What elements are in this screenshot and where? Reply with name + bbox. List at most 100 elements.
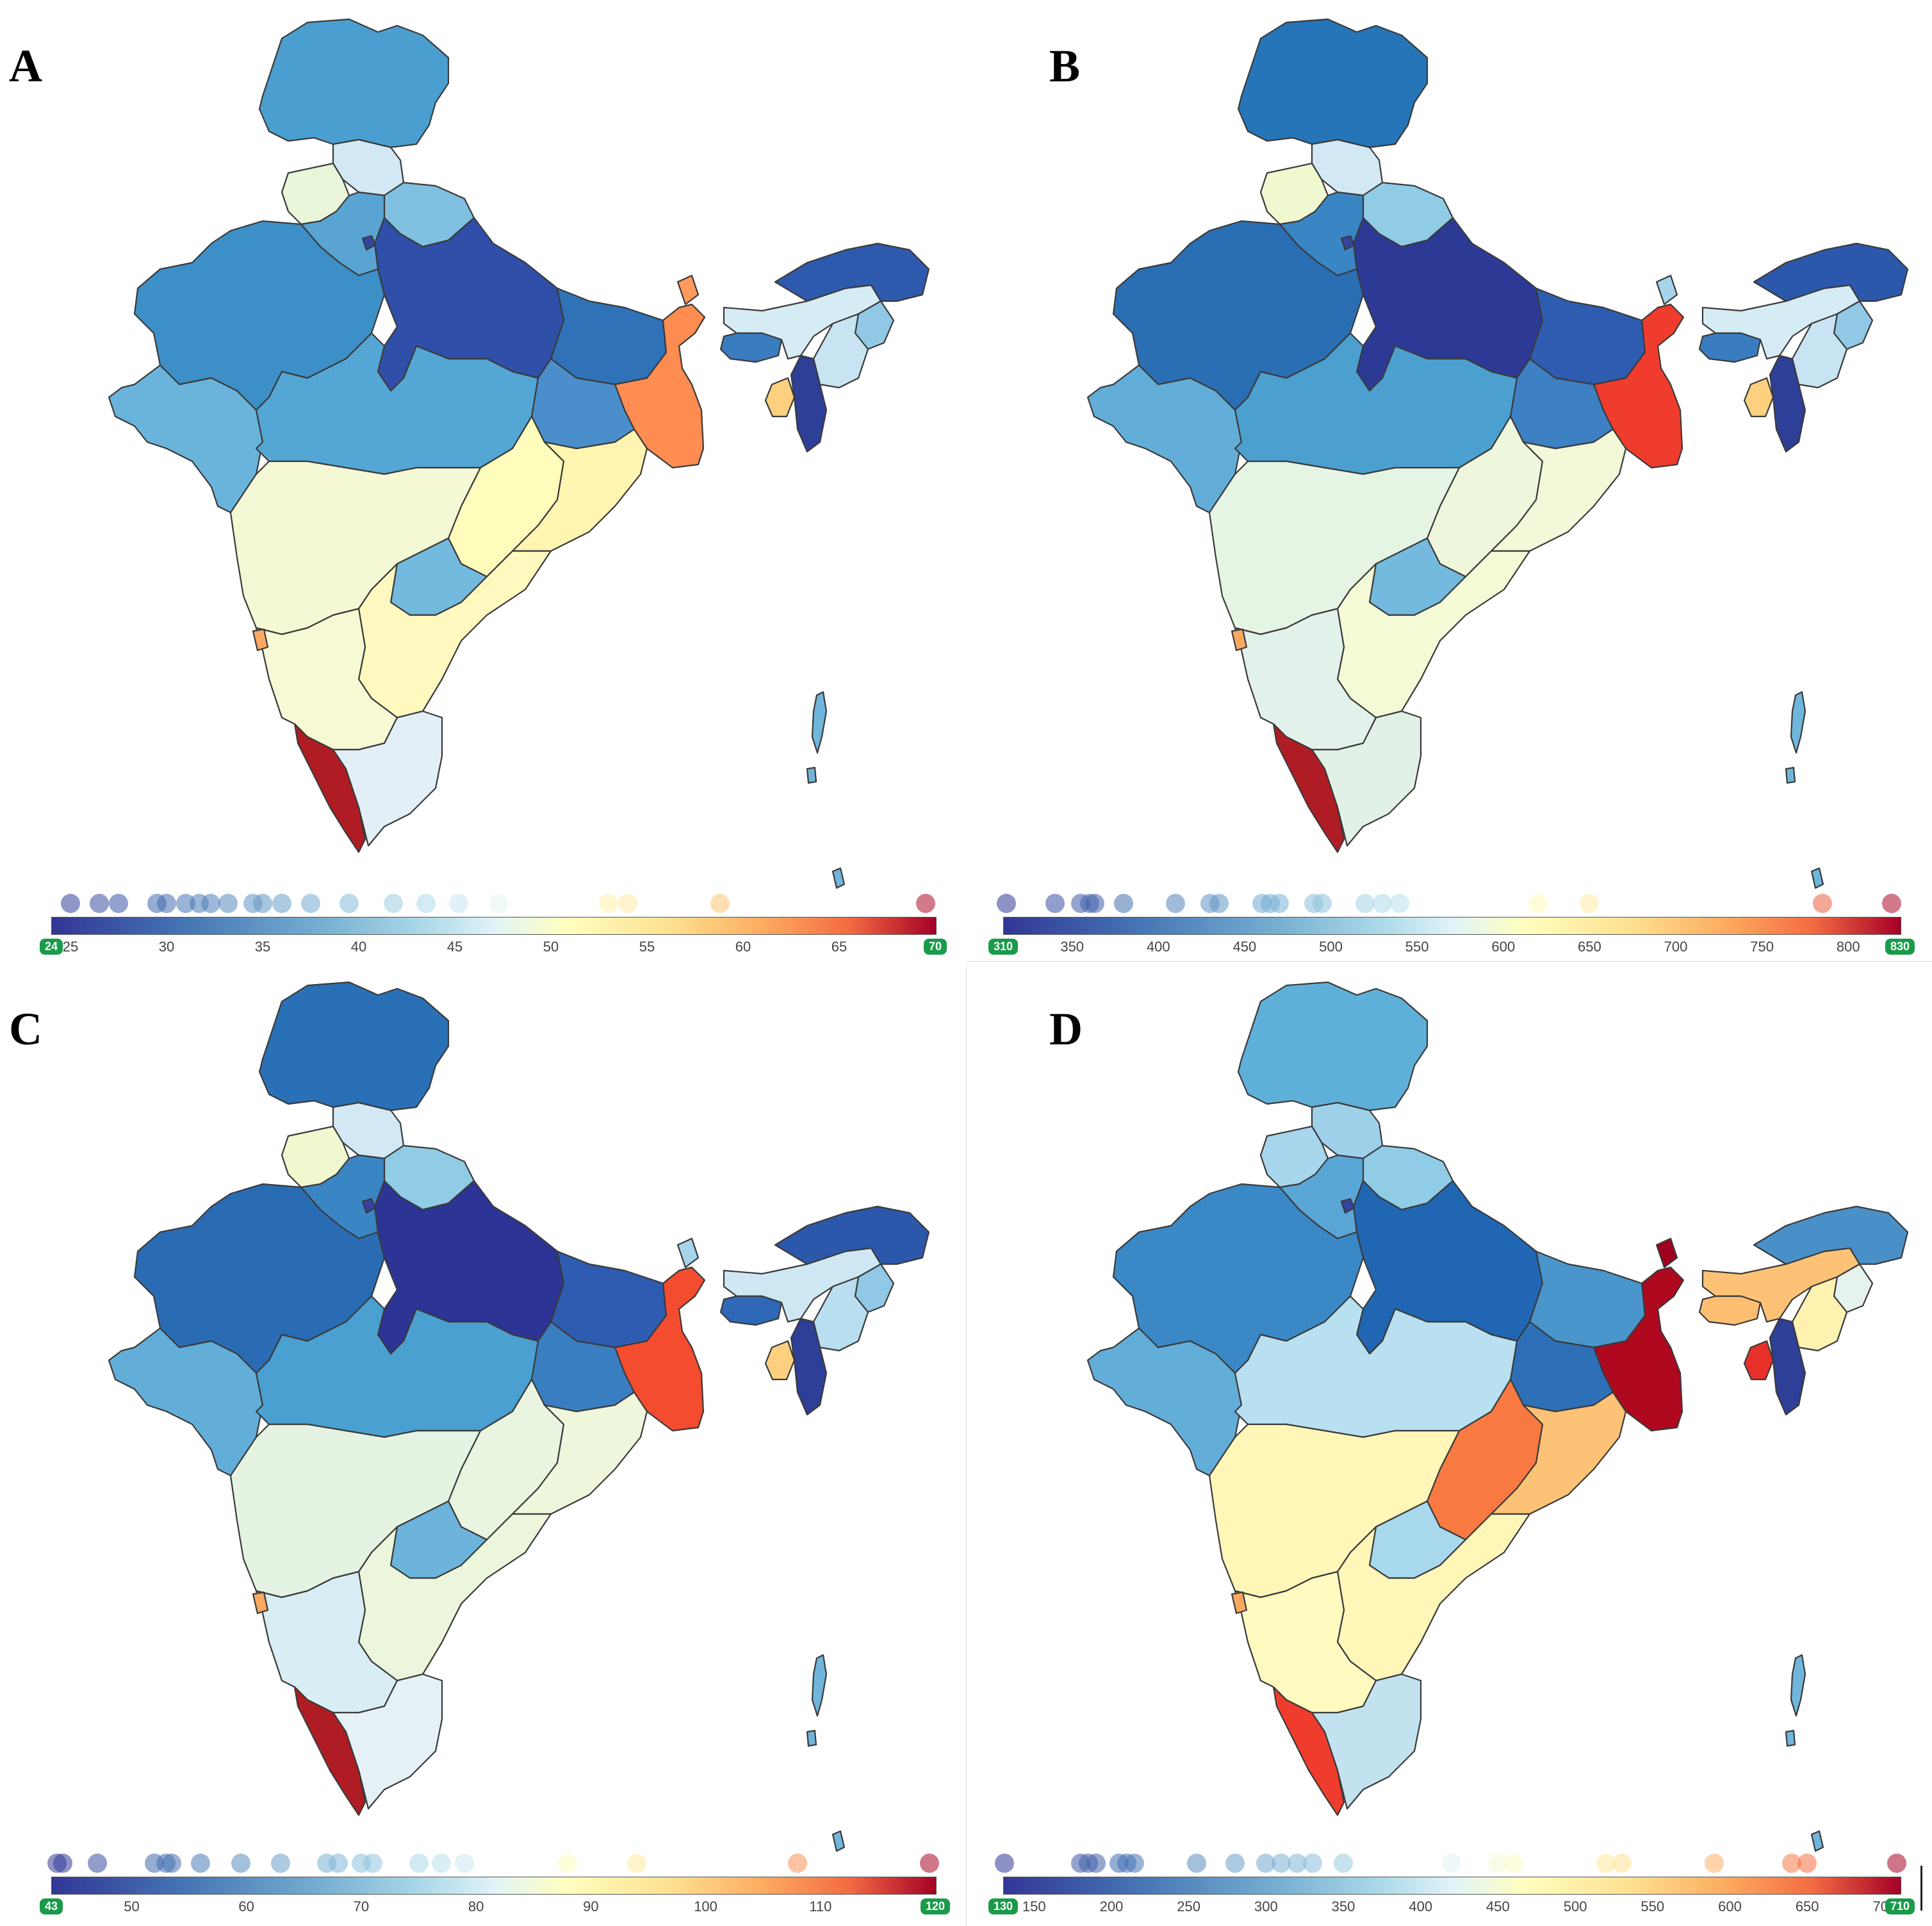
colorbar-tick-label: 550 <box>1405 939 1429 955</box>
state-delhi <box>1340 1198 1355 1214</box>
colorbar-gradient <box>1003 1877 1901 1895</box>
state-meghalaya <box>719 332 783 363</box>
state-odisha <box>511 428 648 552</box>
panel-b: B 350 400 450 500 550 600 650 700 750 800 310 830 <box>966 0 1932 963</box>
state-kerala <box>293 723 366 853</box>
colorbar-tick-label: 250 <box>1177 1898 1200 1914</box>
panel-divider <box>966 967 967 1926</box>
colorbar-tick-label: 150 <box>1022 1898 1046 1914</box>
colorbar-gradient <box>51 917 937 935</box>
colorbar-distribution-dot <box>109 894 128 913</box>
colorbar-min-handle[interactable]: 43 <box>39 1898 63 1914</box>
state-mizoram <box>790 1317 828 1416</box>
colorbar-tick-label: 60 <box>735 939 751 955</box>
colorbar-distribution-dot <box>1373 894 1393 913</box>
colorbar-tick-label: 300 <box>1254 1898 1278 1914</box>
colorbar-distribution-dot <box>1186 1854 1206 1873</box>
colorbar-tick-label: 350 <box>1331 1898 1355 1914</box>
colorbar-distribution-dot <box>409 1854 429 1873</box>
colorbar-distribution-dot <box>1269 894 1289 913</box>
state-goa <box>252 628 269 652</box>
colorbar-tick-label: 80 <box>468 1898 484 1914</box>
state-andaman-nicobar <box>1785 691 1824 889</box>
colorbar-distribution-dot <box>1390 894 1410 913</box>
state-mizoram <box>1769 354 1806 453</box>
colorbar-distribution-dot <box>455 1854 475 1873</box>
colorbar-tick-label: 750 <box>1750 939 1774 955</box>
panel-divider <box>966 961 1932 962</box>
panel-d: D 150 200 250 300 350 400 450 500 550 600 650 700 13… <box>966 963 1932 1926</box>
colorbar-min-handle[interactable]: 310 <box>988 939 1019 955</box>
colorbar-distribution-dot <box>1209 894 1229 913</box>
state-arunachal-pradesh <box>1753 1205 1909 1265</box>
colorbar-distribution-dot <box>432 1854 452 1873</box>
colorbar-tick-label: 400 <box>1409 1898 1433 1914</box>
state-tamil-nadu <box>332 710 443 847</box>
colorbar-max-handle[interactable]: 710 <box>1885 1898 1915 1914</box>
state-tripura <box>764 377 796 418</box>
state-jammu-kashmir <box>1237 18 1429 149</box>
edge-mark <box>1920 1866 1922 1911</box>
colorbar-tick-label: 55 <box>639 939 655 955</box>
colorbar: 50 60 70 80 90 100 110 43 120 <box>38 1854 961 1923</box>
colorbar-tick-label: 450 <box>1486 1898 1510 1914</box>
state-jammu-kashmir <box>258 18 450 149</box>
colorbar-tick-label: 30 <box>158 939 175 955</box>
colorbar-distribution-dot <box>272 894 291 913</box>
colorbar-min-handle[interactable]: 24 <box>39 939 63 955</box>
colorbar-distribution-dot <box>157 894 176 913</box>
colorbar-tick-label: 550 <box>1641 1898 1665 1914</box>
colorbar-distribution-dot <box>1313 894 1332 913</box>
state-tripura <box>1743 1340 1774 1381</box>
colorbar-distribution-dot <box>1881 894 1901 913</box>
state-sikkim <box>1655 274 1678 306</box>
colorbar-max-handle[interactable]: 120 <box>920 1898 951 1914</box>
state-delhi <box>361 1198 377 1214</box>
colorbar-distribution-dot <box>1528 894 1548 913</box>
state-arunachal-pradesh <box>1753 242 1909 302</box>
colorbar-distribution-dot <box>1442 1854 1461 1873</box>
state-sikkim <box>676 1237 700 1269</box>
colorbar-max-handle[interactable]: 830 <box>1885 939 1915 955</box>
state-gujarat <box>108 364 264 514</box>
state-mizoram <box>790 354 828 453</box>
panel-letter: A <box>9 40 42 92</box>
state-tripura <box>1743 377 1774 418</box>
colorbar-min-handle[interactable]: 130 <box>988 1898 1019 1914</box>
colorbar-tick-label: 60 <box>238 1898 254 1914</box>
colorbar-tick-label: 400 <box>1146 939 1170 955</box>
colorbar-distribution-dot <box>1225 1854 1245 1873</box>
state-gujarat <box>1086 364 1243 514</box>
colorbar-distribution-dot <box>599 894 618 913</box>
colorbar-distribution-dot <box>1166 894 1186 913</box>
colorbar-tick-label: 350 <box>1060 939 1085 955</box>
colorbar-tick-label: 800 <box>1836 939 1860 955</box>
colorbar-tick-label: 50 <box>124 1898 140 1914</box>
colorbar-tick-label: 700 <box>1664 939 1688 955</box>
colorbar-distribution-dot <box>618 894 637 913</box>
colorbar-tick-label: 650 <box>1578 939 1601 955</box>
state-andaman-nicobar <box>1785 1654 1824 1852</box>
state-jammu-kashmir <box>1237 981 1429 1112</box>
state-delhi <box>361 235 377 251</box>
colorbar-distribution-dot <box>384 894 403 913</box>
state-delhi <box>1340 235 1355 251</box>
colorbar-distribution-dot <box>1705 1854 1724 1873</box>
colorbar-distribution-dot <box>1612 1854 1632 1873</box>
state-bihar <box>550 1250 667 1349</box>
colorbar-distribution-dot <box>1085 894 1104 913</box>
colorbar-tick-label: 500 <box>1563 1898 1587 1914</box>
panel-letter: B <box>1049 40 1081 92</box>
colorbar-distribution-dot <box>329 1854 348 1873</box>
colorbar-distribution-dot <box>1114 894 1134 913</box>
colorbar-tick-label: 450 <box>1232 939 1257 955</box>
colorbar-tick-label: 65 <box>831 939 847 955</box>
india-choropleth-map <box>108 981 930 1852</box>
state-jammu-kashmir <box>258 981 450 1112</box>
state-kerala <box>1272 1686 1345 1816</box>
colorbar-max-handle[interactable]: 70 <box>923 939 947 955</box>
panel-c: C 50 60 70 80 90 100 110 43 120 <box>0 963 966 1926</box>
state-kerala <box>293 1686 366 1816</box>
colorbar-tick-label: 45 <box>446 939 463 955</box>
india-choropleth-map <box>1086 18 1909 889</box>
